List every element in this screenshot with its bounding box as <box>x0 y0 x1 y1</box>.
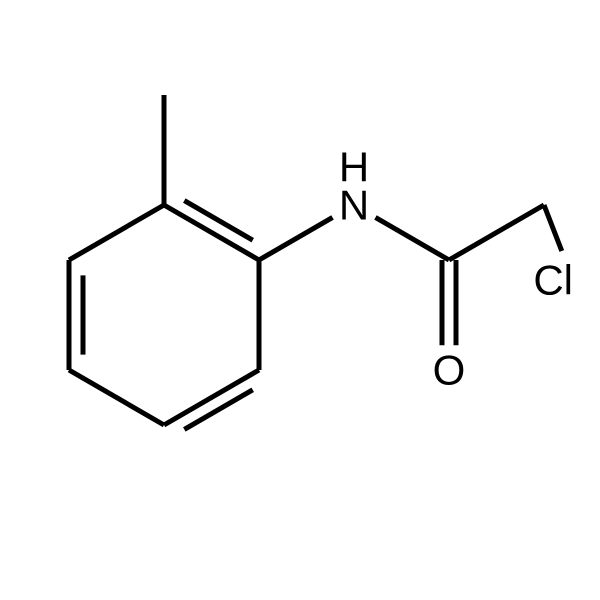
bond-single <box>259 217 333 260</box>
molecule-diagram: NHOCl <box>0 0 600 600</box>
atom-label: H <box>339 144 369 191</box>
bond-double <box>164 205 259 260</box>
bond-double <box>164 370 259 425</box>
bond-single <box>375 217 449 260</box>
bond-single <box>69 370 164 425</box>
bond-single <box>449 205 544 260</box>
bond-single <box>69 205 164 260</box>
atom-label: Cl <box>533 257 573 304</box>
atom-label: O <box>433 347 466 394</box>
bond-single <box>544 205 562 251</box>
